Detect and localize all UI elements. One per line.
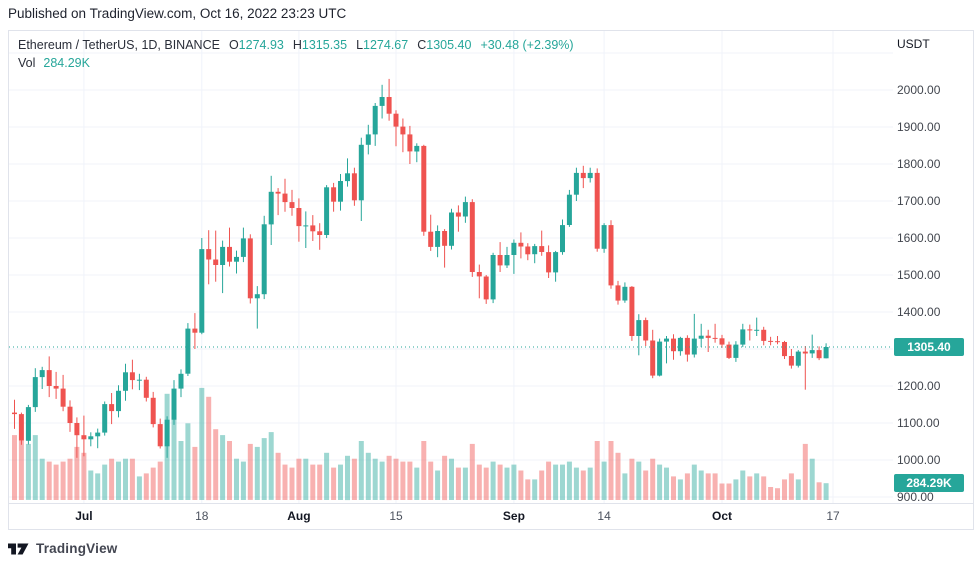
price-axis-label: 1700.00: [897, 194, 941, 208]
price-axis-label: 1600.00: [897, 231, 941, 245]
price-change: +30.48 (+2.39%): [480, 38, 574, 52]
ohlc-high: H1315.35: [292, 38, 348, 52]
tradingview-logo-icon: [8, 543, 29, 555]
price-axis-label: 1200.00: [897, 379, 941, 393]
price-axis-label: 1100.00: [897, 416, 940, 430]
price-axis-unit: USDT: [897, 37, 930, 51]
symbol-legend[interactable]: Ethereum / TetherUS, 1D, BINANCE O1274.93…: [18, 38, 574, 52]
last-volume-badge: 284.29K: [894, 474, 964, 493]
time-axis-label: 18: [195, 509, 209, 523]
volume-label: Vol: [18, 56, 36, 70]
volume-legend: Vol 284.29K: [18, 56, 90, 70]
price-axis-label: 1400.00: [897, 305, 941, 319]
time-axis-label: 14: [597, 509, 611, 523]
time-axis-label: Aug: [287, 509, 311, 523]
volume-value: 284.29K: [43, 56, 90, 70]
symbol-title: Ethereum / TetherUS, 1D, BINANCE: [18, 38, 220, 52]
ohlc-close: C1305.40: [417, 38, 472, 52]
price-axis-label: 1800.00: [897, 157, 941, 171]
time-axis-label: Sep: [502, 509, 525, 523]
price-axis-label: 900.00: [897, 490, 934, 504]
last-price-badge: 1305.40: [894, 338, 964, 356]
brand-name: TradingView: [36, 541, 118, 556]
price-axis-label: 1500.00: [897, 268, 941, 282]
time-axis-label: 15: [389, 509, 403, 523]
ohlc-low: L1274.67: [356, 38, 409, 52]
published-timestamp: Published on TradingView.com, Oct 16, 20…: [8, 6, 347, 21]
ohlc-open: O1274.93: [228, 38, 284, 52]
time-axis-label: Jul: [75, 509, 93, 523]
time-axis-label: Oct: [712, 509, 733, 523]
price-axis-label: 1000.00: [897, 453, 941, 467]
time-axis-label: 17: [826, 509, 840, 523]
price-axis-label: 1900.00: [897, 120, 941, 134]
tradingview-branding[interactable]: TradingView: [8, 541, 117, 556]
price-axis-label: 2000.00: [897, 83, 941, 97]
